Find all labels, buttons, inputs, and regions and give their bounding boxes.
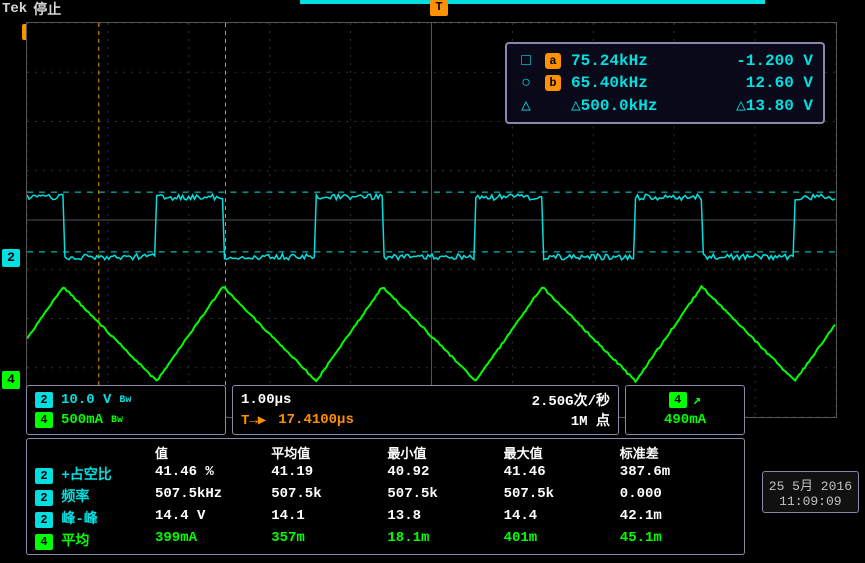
timebase-panel: 1.00µs 2.50G次/秒 T→▶ 17.4100µs 1M 点 xyxy=(232,385,619,435)
meas-header: 最大值 xyxy=(504,443,620,462)
trigger-top-marker: T xyxy=(430,0,448,16)
ch4-bw-icon: Bw xyxy=(111,415,123,426)
ch4-zero-marker: 4 xyxy=(2,371,20,389)
meas-header: 最小值 xyxy=(387,443,503,462)
meas-value: 399mA xyxy=(155,530,271,550)
meas-value: 387.6m xyxy=(620,464,736,484)
ch2-zero-marker: 2 xyxy=(2,249,20,267)
ch4-badge: 4 xyxy=(35,412,53,428)
meas-value: 507.5k xyxy=(504,486,620,506)
meas-value: 507.5k xyxy=(387,486,503,506)
meas-value: 40.92 xyxy=(387,464,503,484)
meas-value: 14.4 V xyxy=(155,508,271,528)
meas-value: 41.46 xyxy=(504,464,620,484)
timebase-scale: 1.00µs xyxy=(241,392,291,408)
ch2-bw-icon: Bw xyxy=(119,395,131,406)
trigger-panel: 4 ↗ 490mA xyxy=(625,385,745,435)
meas-value: 41.19 xyxy=(271,464,387,484)
delay-prefix-icon: T→▶ xyxy=(241,412,266,429)
datetime-panel: 25 5月 2016 11:09:09 xyxy=(762,471,859,513)
meas-value: 507.5k xyxy=(271,486,387,506)
meas-value: 42.1m xyxy=(620,508,736,528)
cursor-a-volt: -1.200 V xyxy=(723,52,813,70)
meas-value: 13.8 xyxy=(387,508,503,528)
meas-row-label: 2 峰-峰 xyxy=(35,508,155,528)
meas-header: 平均值 xyxy=(271,443,387,462)
bottom-panels: 2 10.0 V Bw 4 500mA Bw 1.00µs 2.50G次/秒 T… xyxy=(26,385,745,555)
trigger-source-badge: 4 xyxy=(669,392,687,408)
ch2-badge: 2 xyxy=(35,392,53,408)
meas-value: 45.1m xyxy=(620,530,736,550)
cursor-a-label: a xyxy=(545,53,561,69)
measurements-panel: 值平均值最小值最大值标准差 2 +占空比41.46 %41.1940.9241.4… xyxy=(26,438,745,555)
time-text: 11:09:09 xyxy=(769,494,852,509)
meas-value: 401m xyxy=(504,530,620,550)
meas-value: 0.000 xyxy=(620,486,736,506)
meas-value: 14.4 xyxy=(504,508,620,528)
channel-scale-panel: 2 10.0 V Bw 4 500mA Bw xyxy=(26,385,226,435)
record-length: 1M 点 xyxy=(571,410,610,430)
cursor-a-freq: 75.24kHz xyxy=(571,52,713,70)
ch2-scale: 10.0 V xyxy=(61,392,111,408)
trigger-edge-icon: ↗ xyxy=(693,392,701,409)
trigger-position-bar xyxy=(300,0,765,4)
cursor-delta-volt: △13.80 V xyxy=(723,95,813,115)
trigger-delay: 17.4100µs xyxy=(278,412,354,428)
meas-value: 18.1m xyxy=(387,530,503,550)
date-text: 25 5月 2016 xyxy=(769,475,852,494)
meas-value: 41.46 % xyxy=(155,464,271,484)
meas-header xyxy=(35,443,155,462)
oscilloscope-screen: Tek 停止 T T 2 4 a b □ a 75.24kHz -1.200 V… xyxy=(0,0,865,563)
meas-header: 值 xyxy=(155,443,271,462)
cursor-b-volt: 12.60 V xyxy=(723,74,813,92)
meas-row-label: 4 平均 xyxy=(35,530,155,550)
brand-text: Tek xyxy=(2,1,27,17)
meas-row-label: 2 频率 xyxy=(35,486,155,506)
ch4-scale: 500mA xyxy=(61,412,103,428)
sample-rate: 2.50G次/秒 xyxy=(532,390,610,410)
meas-value: 507.5kHz xyxy=(155,486,271,506)
cursor-delta-freq: △500.0kHz xyxy=(571,95,713,115)
cursor-b-symbol: ○ xyxy=(517,74,535,92)
run-status: 停止 xyxy=(33,0,61,19)
cursor-delta-symbol: △ xyxy=(517,95,535,115)
trigger-level: 490mA xyxy=(664,412,706,428)
cursor-b-label: b xyxy=(545,75,561,91)
meas-value: 14.1 xyxy=(271,508,387,528)
cursor-b-freq: 65.40kHz xyxy=(571,74,713,92)
meas-value: 357m xyxy=(271,530,387,550)
meas-row-label: 2 +占空比 xyxy=(35,464,155,484)
cursor-a-symbol: □ xyxy=(517,52,535,70)
meas-header: 标准差 xyxy=(620,443,736,462)
cursor-readout-panel: □ a 75.24kHz -1.200 V ○ b 65.40kHz 12.60… xyxy=(505,42,825,124)
